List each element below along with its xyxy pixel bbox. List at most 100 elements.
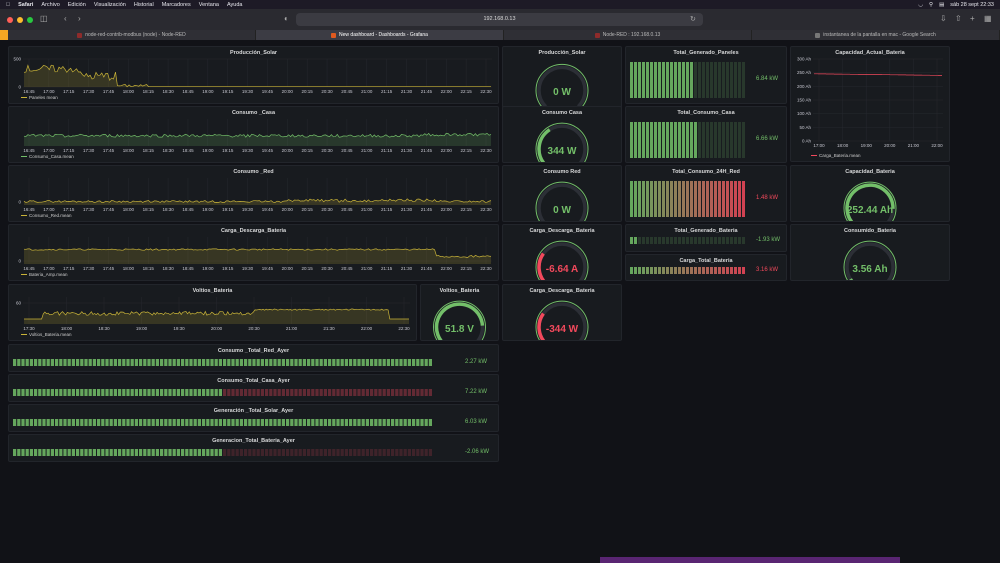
panel-gauge-consumo-casa[interactable]: Consumo Casa 344 W (502, 106, 622, 163)
close-window-button[interactable] (7, 16, 13, 23)
panel-title[interactable]: Consumo _Total_Red_Ayer (217, 348, 290, 354)
bar-cell (714, 122, 717, 158)
panel-gauge-carga-descarga-watts[interactable]: Carga_Descarga_Bateria -344 W (502, 284, 622, 341)
panel-title[interactable]: Total_Consumo_24H_Red (672, 169, 740, 175)
panel-title[interactable]: Carga_Descarga_Bateria (529, 288, 595, 294)
panel-gauge-consumido-bateria[interactable]: Consumido_Bateria 3.56 Ah (790, 224, 950, 281)
menu-historial[interactable]: Historial (129, 1, 154, 8)
tab-google-search[interactable]: instantanea de la pantalla en mac - Goog… (752, 30, 1000, 40)
panel-title[interactable]: Consumo _Casa (231, 110, 276, 116)
panel-title[interactable]: Voltios_Bateria (439, 288, 480, 294)
bar-cell (244, 419, 248, 426)
timeseries-chart[interactable]: 16:45 17:00 17:15 17:30 17:45 18:00 18:15 18:30… (9, 107, 498, 162)
tab-node-red[interactable]: Node-RED : 192.168.0.13 (504, 30, 752, 40)
bar-cell (223, 419, 227, 426)
legend-item[interactable]: Voltios_Bateria.mean (21, 332, 72, 337)
bar-gauge-value: 1.48 kW (756, 195, 779, 201)
panel-title[interactable]: Consumido_Bateria (844, 228, 896, 234)
panel-voltios-bateria[interactable]: Voltios_Bateria 17:30 18:00 18:30 19:00 19:30… (8, 284, 417, 341)
zoom-window-button[interactable] (27, 16, 33, 23)
menu-ayuda[interactable]: Ayuda (222, 1, 243, 8)
legend-swatch (21, 96, 27, 99)
share-icon[interactable]: ⇧ (955, 14, 962, 23)
menu-marcadores[interactable]: Marcadores (157, 1, 191, 8)
timeseries-chart[interactable]: 16:45 17:00 17:15 17:30 17:45 18:00 18:15 18:30… (9, 166, 498, 221)
timeseries-chart[interactable]: 17:00 18:00 19:00 20:00 21:00 22:00 300 Ah 250 … (791, 47, 949, 161)
panel-title[interactable]: Generación _Total_Solar_Ayer (213, 408, 294, 414)
minimize-window-button[interactable] (17, 16, 23, 23)
panel-carga-total-bateria[interactable]: Carga_Total_Bateria 3.16 kW (625, 254, 787, 281)
panel-total-generado-bateria[interactable]: Total_Generado_Bateria -1.93 kW (625, 224, 787, 252)
bar-cell (357, 389, 361, 396)
panel-title[interactable]: Consumo Casa (541, 110, 583, 116)
panel-title[interactable]: Producción_Solar (538, 50, 586, 56)
panel-title[interactable]: Consumo _Red (233, 169, 274, 175)
panel-title[interactable]: Capacidad_Actual_Bateria (835, 50, 905, 56)
menu-visualizacion[interactable]: Visualización (89, 1, 126, 8)
panel-title[interactable]: Producción_Solar (229, 50, 278, 56)
bar-cell (698, 267, 701, 274)
panel-title[interactable]: Voltios_Bateria (192, 288, 233, 294)
bar-cell (231, 389, 235, 396)
menubar-datetime[interactable]: sáb 28 sept 22:33 (950, 1, 994, 8)
panel-consumo-red[interactable]: Consumo _Red 16:45 17:00 17:15 17:30 17:45 18:… (8, 165, 499, 222)
panel-title[interactable]: Generacion_Total_Bateria_Ayer (212, 438, 295, 444)
menu-archivo[interactable]: Archivo (37, 1, 59, 8)
apple-icon[interactable]:  (6, 2, 10, 8)
panel-consumo-total-casa-ayer[interactable]: Consumo_Total_Casa_Ayer 7.22 kW (8, 374, 499, 402)
panel-gauge-capacidad-bateria[interactable]: Capacidad_Bateria 252.44 Ah (790, 165, 950, 222)
new-tab-icon[interactable]: + (970, 14, 975, 23)
legend-item[interactable]: Consumo_Red.mean (21, 213, 72, 218)
timeseries-chart[interactable]: 16:45 17:00 17:15 17:30 17:45 18:00 18:15 18:30… (9, 225, 498, 280)
wifi-icon[interactable]: ◡ (918, 1, 924, 8)
tab-node-red-modbus[interactable]: node-red-contrib-modbus (node) - Node-RE… (8, 30, 256, 40)
tab-group-icon[interactable] (0, 30, 8, 40)
back-icon[interactable]: ‹ (64, 14, 67, 23)
panel-carga-descarga-bateria[interactable]: Carga_Descarga_Bateria 16:45 17:00 17:15 17:… (8, 224, 499, 281)
panel-produccion-solar[interactable]: Producción_Solar 16:45 17:00 17:15 17:30 17:4… (8, 46, 499, 104)
search-icon[interactable]: ⚲ (929, 1, 934, 8)
bar-cell (722, 62, 725, 98)
forward-icon[interactable]: › (78, 14, 81, 23)
panel-generacion-total-solar-ayer[interactable]: Generación _Total_Solar_Ayer 6.03 kW (8, 404, 499, 432)
privacy-shield-icon[interactable]: ◐ (284, 14, 289, 23)
panel-title[interactable]: Carga_Total_Bateria (679, 258, 733, 264)
menu-ventana[interactable]: Ventana (194, 1, 219, 8)
panel-title[interactable]: Total_Consumo_Casa (677, 110, 735, 116)
panel-gauge-consumo-red[interactable]: Consumo Red 0 W (502, 165, 622, 222)
panel-total-consumo-24h-red[interactable]: Total_Consumo_24H_Red 1.48 kW (625, 165, 787, 222)
panel-title[interactable]: Carga_Descarga_Bateria (529, 228, 595, 234)
panel-title[interactable]: Capacidad_Bateria (845, 169, 895, 175)
panel-title[interactable]: Total_Generado_Bateria (674, 228, 738, 234)
panel-title[interactable]: Consumo_Total_Casa_Ayer (217, 378, 290, 384)
panel-total-consumo-casa[interactable]: Total_Consumo_Casa 6.66 kW (625, 106, 787, 163)
panel-gauge-carga-descarga-amp[interactable]: Carga_Descarga_Bateria -6.64 A (502, 224, 622, 281)
panel-title[interactable]: Total_Generado_Paneles (673, 50, 739, 56)
tab-grafana[interactable]: New dashboard - Dashboards - Grafana (256, 30, 504, 40)
panel-gauge-voltios-bateria[interactable]: Voltios_Bateria 51.8 V (420, 284, 499, 341)
control-center-icon[interactable]: ▤ (939, 1, 945, 8)
bar-cell (235, 389, 239, 396)
address-bar[interactable]: 192.168.0.13 (296, 13, 703, 26)
panel-capacidad-actual-bateria[interactable]: Capacidad_Actual_Bateria 17:00 18:00 19:00 2… (790, 46, 950, 162)
timeseries-chart[interactable]: 16:45 17:00 17:15 17:30 17:45 18:00 18:15 18:30… (9, 47, 498, 103)
menu-edicion[interactable]: Edición (63, 1, 86, 8)
panel-total-generado-paneles[interactable]: Total_Generado_Paneles 6.84 kW (625, 46, 787, 104)
panel-generacion-total-bateria-ayer[interactable]: Generacion_Total_Bateria_Ayer -2.06 kW (8, 434, 499, 462)
legend-item[interactable]: Consumo_Casa.mean (21, 154, 74, 159)
legend-item[interactable]: Bateria_Amp.mean (21, 272, 68, 277)
timeseries-chart[interactable]: 17:30 18:00 18:30 19:00 19:30 20:00 20:30 21:00… (9, 285, 416, 340)
panel-title[interactable]: Carga_Descarga_Bateria (220, 228, 287, 234)
menu-safari[interactable]: Safari (14, 1, 33, 8)
panel-title[interactable]: Consumo Red (543, 169, 581, 175)
tab-overview-icon[interactable]: ▦ (984, 14, 992, 23)
bar-cell (206, 419, 210, 426)
x-tick-label: 19:15 (222, 266, 234, 271)
legend-item[interactable]: Carga_Bateria.mean (811, 153, 861, 158)
reload-icon[interactable]: ↻ (690, 16, 696, 23)
panel-consumo-casa[interactable]: Consumo _Casa 16:45 17:00 17:15 17:30 17:45 18… (8, 106, 499, 163)
legend-item[interactable]: Paneles mean (21, 95, 58, 100)
sidebar-icon[interactable]: ◫ (40, 14, 48, 23)
panel-consumo-total-red-ayer[interactable]: Consumo _Total_Red_Ayer 2.27 kW (8, 344, 499, 372)
download-icon[interactable]: ⇩ (940, 14, 947, 23)
